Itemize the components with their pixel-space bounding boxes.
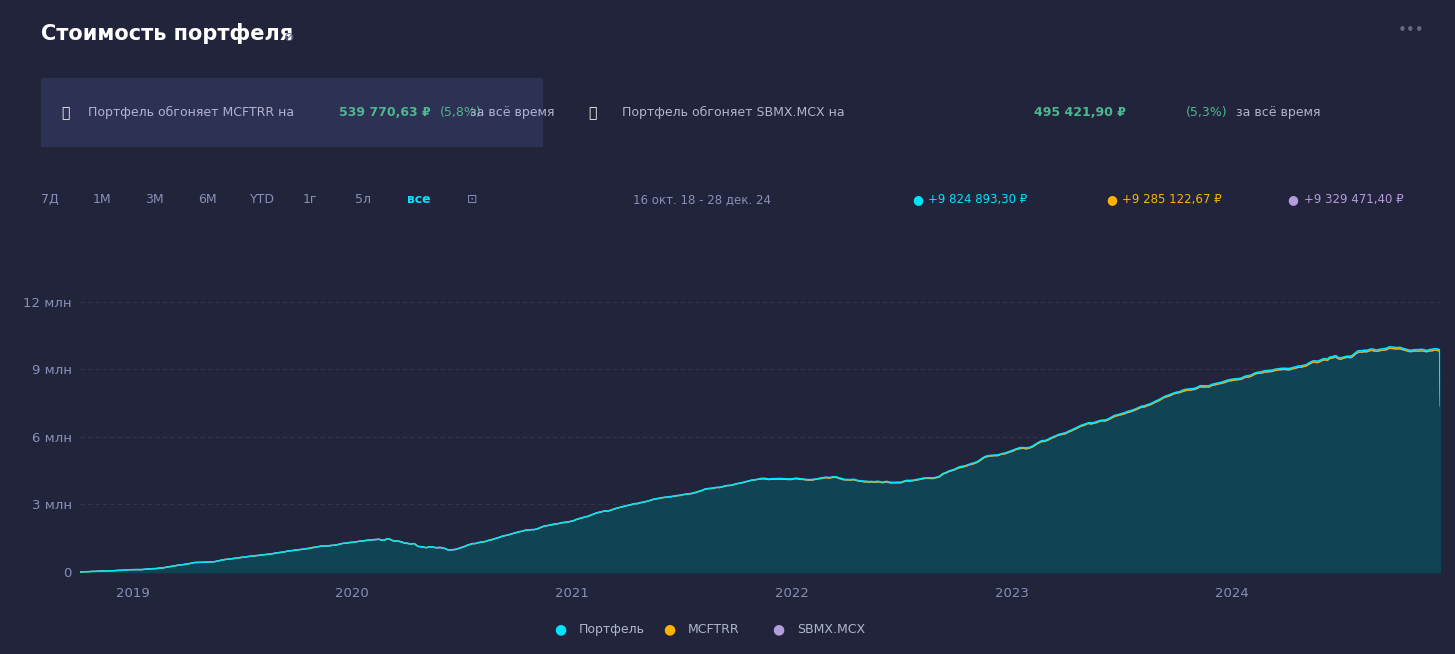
Text: все: все [407,193,431,206]
Text: 6М: 6М [198,193,217,206]
Text: 7Д: 7Д [41,193,58,206]
Text: ⊘: ⊘ [284,31,294,44]
Text: ●: ● [1288,193,1298,206]
Text: 495 421,90 ₽: 495 421,90 ₽ [1035,107,1126,119]
Text: Портфель обгоняет SBMX.MCX на: Портфель обгоняет SBMX.MCX на [623,107,845,119]
Text: Стоимость портфеля: Стоимость портфеля [41,23,292,44]
Text: ⊡: ⊡ [467,193,477,206]
FancyBboxPatch shape [31,77,553,148]
Text: за всё время: за всё время [1237,107,1321,119]
Text: SBMX.MCX: SBMX.MCX [797,623,866,636]
Text: 🎉: 🎉 [588,106,597,120]
Text: +9 824 893,30 ₽: +9 824 893,30 ₽ [928,193,1027,206]
Text: ●: ● [554,622,566,636]
Text: 16 окт. 18 - 28 дек. 24: 16 окт. 18 - 28 дек. 24 [633,193,771,206]
Text: ●: ● [1106,193,1116,206]
Text: Портфель обгоняет MCFTRR на: Портфель обгоняет MCFTRR на [89,107,294,119]
Text: (5,8%): (5,8%) [439,107,482,119]
Text: 5л: 5л [355,193,371,206]
Text: •••: ••• [1398,23,1424,38]
Text: Портфель: Портфель [579,623,645,636]
Text: ●: ● [663,622,675,636]
Text: +9 329 471,40 ₽: +9 329 471,40 ₽ [1304,193,1403,206]
Text: 1г: 1г [303,193,317,206]
Text: ●: ● [773,622,784,636]
Text: 3М: 3М [146,193,164,206]
Text: +9 285 122,67 ₽: +9 285 122,67 ₽ [1122,193,1221,206]
Text: ●: ● [912,193,922,206]
Text: (5,3%): (5,3%) [1186,107,1227,119]
Text: YTD: YTD [250,193,275,206]
Text: 1М: 1М [93,193,112,206]
Text: MCFTRR: MCFTRR [688,623,739,636]
Text: 🎉: 🎉 [61,106,70,120]
Text: 539 770,63 ₽: 539 770,63 ₽ [339,107,431,119]
Text: за всё время: за всё время [470,107,554,119]
